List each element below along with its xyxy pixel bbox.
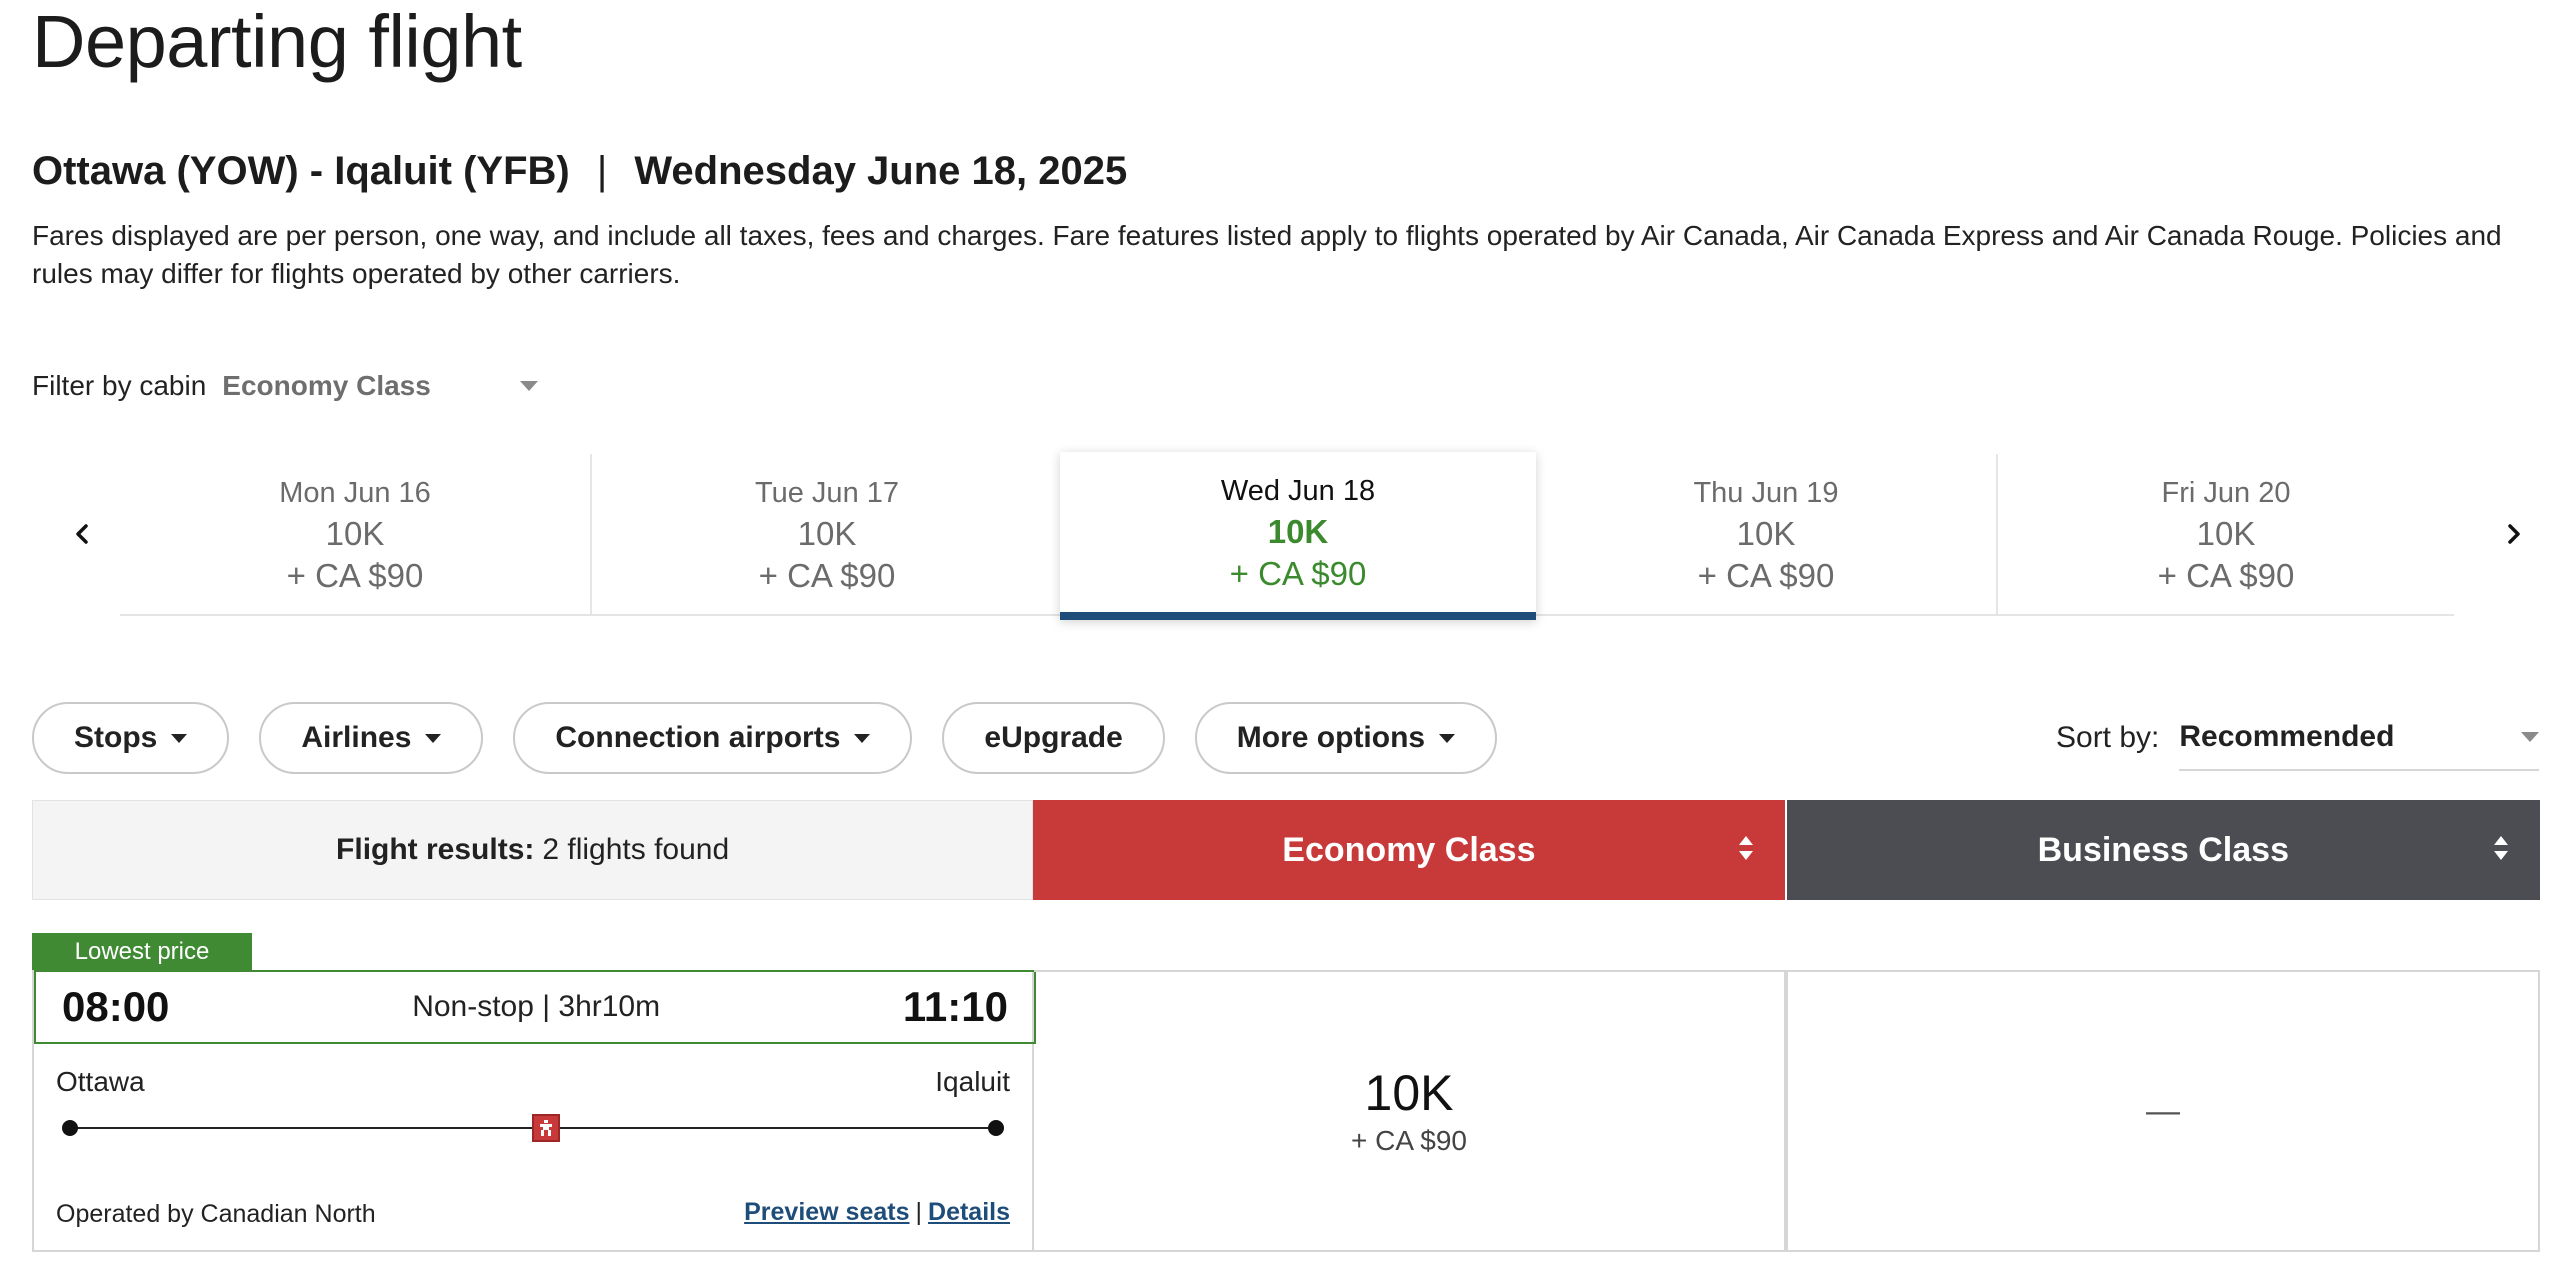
chevron-right-icon [2508, 524, 2520, 544]
flight-cities: Ottawa Iqaluit [56, 1066, 1010, 1098]
date-option[interactable]: Thu Jun 19 10K + CA $90 [1536, 454, 1998, 614]
filter-pills: Stops Airlines Connection airports eUpgr… [32, 702, 1527, 774]
date-cash: + CA $90 [2157, 557, 2295, 594]
caret-down-icon [425, 733, 442, 743]
date-option[interactable]: Fri Jun 20 10K + CA $90 [1998, 454, 2454, 614]
date-points: 10K [2196, 515, 2256, 552]
origin-dot [62, 1120, 78, 1136]
date-option[interactable]: Mon Jun 16 10K + CA $90 [120, 454, 592, 614]
caret-down-icon [854, 733, 871, 743]
airlines-filter-button[interactable]: Airlines [259, 702, 484, 774]
cabin-select-value: Economy Class [222, 370, 431, 401]
airlines-filter-label: Airlines [301, 721, 412, 754]
results-count: 2 flights found [542, 833, 730, 866]
date-cash: + CA $90 [758, 557, 896, 594]
date-label: Wed Jun 18 [1220, 475, 1376, 507]
lowest-price-badge: Lowest price [32, 933, 252, 971]
date-cash: + CA $90 [1697, 557, 1835, 594]
chevron-down-icon [2521, 732, 2540, 742]
cabin-filter: Filter by cabin Economy Class [32, 366, 542, 406]
date-cash: + CA $90 [286, 557, 424, 594]
caret-down-icon [1439, 733, 1456, 743]
results-label: Flight results: [336, 833, 535, 866]
economy-class-header-label: Economy Class [1282, 830, 1536, 869]
next-dates-button[interactable] [2488, 508, 2540, 560]
date-label: Tue Jun 17 [754, 477, 900, 509]
economy-fare-cell[interactable]: 10K + CA $90 [1034, 970, 1786, 1252]
flight-links: Preview seats | Details [744, 1198, 1010, 1227]
link-separator: | [915, 1198, 923, 1226]
more-options-button[interactable]: More options [1194, 702, 1498, 774]
results-header: Flight results: 2 flights found Economy … [32, 800, 2540, 900]
chevron-down-icon [520, 381, 539, 391]
date-points: 10K [1736, 515, 1796, 552]
fare-disclaimer: Fares displayed are per person, one way,… [32, 220, 2502, 289]
results-summary: Flight results: 2 flights found [32, 800, 1034, 900]
date-label: Thu Jun 19 [1693, 477, 1839, 509]
eupgrade-filter-button[interactable]: eUpgrade [942, 702, 1165, 774]
route-heading: Ottawa (YOW) - Iqaluit (YFB) | Wednesday… [32, 143, 1127, 199]
date-points: 10K [1267, 513, 1329, 550]
date-strip: Mon Jun 16 10K + CA $90 Tue Jun 17 10K +… [120, 452, 2454, 620]
business-class-header-label: Business Class [2037, 830, 2289, 869]
destination-city: Iqaluit [935, 1066, 1010, 1097]
sort-by-label: Sort by: [2056, 721, 2160, 754]
arrival-time: 11:10 [902, 983, 1008, 1030]
sort-select[interactable]: Recommended [2179, 705, 2540, 771]
cabin-select[interactable]: Economy Class [222, 366, 542, 406]
connection-airports-filter-button[interactable]: Connection airports [513, 702, 913, 774]
route-line [62, 1114, 1004, 1142]
more-options-label: More options [1236, 721, 1426, 754]
operated-by: Operated by Canadian North [56, 1200, 376, 1228]
route-separator: | [596, 149, 608, 193]
sort-arrows-icon [1738, 836, 1755, 864]
date-points: 10K [797, 515, 857, 552]
route-text: Ottawa (YOW) - Iqaluit (YFB) [32, 149, 570, 193]
date-option[interactable]: Tue Jun 17 10K + CA $90 [592, 454, 1064, 614]
sort-select-value: Recommended [2179, 720, 2395, 753]
business-fare-unavailable: — [2146, 1091, 2180, 1130]
flight-card: 08:00 Non-stop | 3hr10m 11:10 Ottawa Iqa… [32, 970, 2540, 1252]
departure-time: 08:00 [62, 983, 170, 1030]
business-class-column-header[interactable]: Business Class [1786, 800, 2540, 900]
origin-city: Ottawa [56, 1066, 145, 1097]
cabin-filter-label: Filter by cabin [32, 370, 207, 401]
flight-duration-summary: Non-stop | 3hr10m [412, 990, 661, 1023]
destination-dot [988, 1120, 1004, 1136]
details-link[interactable]: Details [928, 1198, 1010, 1226]
flight-time-bar: 08:00 Non-stop | 3hr10m 11:10 [34, 970, 1036, 1044]
date-carousel: Mon Jun 16 10K + CA $90 Tue Jun 17 10K +… [32, 452, 2540, 624]
date-cash: + CA $90 [1229, 555, 1367, 592]
inukshuk-icon [540, 1120, 552, 1136]
canadian-north-logo-icon [532, 1114, 560, 1142]
economy-fare-cash: + CA $90 [1351, 1125, 1467, 1156]
eupgrade-filter-label: eUpgrade [984, 721, 1123, 754]
stops-filter-label: Stops [74, 721, 158, 754]
date-option-selected[interactable]: Wed Jun 18 10K + CA $90 [1060, 452, 1536, 620]
preview-seats-link[interactable]: Preview seats [744, 1198, 910, 1226]
date-points: 10K [325, 515, 385, 552]
sort-arrows-icon [2494, 836, 2510, 864]
stops-filter-button[interactable]: Stops [32, 702, 230, 774]
economy-class-column-header[interactable]: Economy Class [1033, 800, 1785, 900]
business-fare-cell: — [1786, 970, 2540, 1252]
connection-airports-filter-label: Connection airports [555, 721, 841, 754]
sort-by: Sort by: Recommended [2056, 704, 2540, 772]
date-label: Fri Jun 20 [2161, 477, 2291, 509]
economy-fare-points: 10K [1364, 1065, 1454, 1121]
caret-down-icon [171, 733, 188, 743]
chevron-left-icon [76, 524, 88, 544]
date-label: Mon Jun 16 [279, 477, 431, 509]
previous-dates-button[interactable] [56, 508, 108, 560]
route-date: Wednesday June 18, 2025 [634, 149, 1128, 193]
flight-info: 08:00 Non-stop | 3hr10m 11:10 Ottawa Iqa… [32, 970, 1036, 1252]
page-title: Departing flight [32, 0, 522, 83]
